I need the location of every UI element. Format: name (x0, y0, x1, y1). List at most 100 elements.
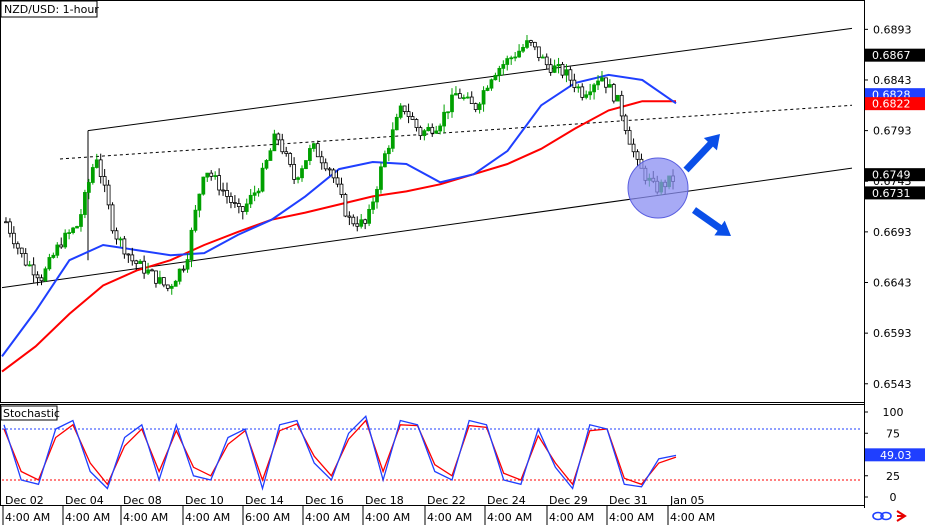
candle-body (197, 193, 202, 211)
time-date-label: Dec 10 (185, 494, 224, 507)
time-hour-label: 4:00 AM (609, 511, 654, 524)
candle-body (209, 172, 214, 177)
price-tick-label: 0.6793 (873, 125, 912, 138)
time-axis: Dec 02 4:00 AM Dec 04 4:00 AM Dec 08 4:00 AM D… (2, 494, 715, 525)
time-date-label: Jan 05 (669, 494, 704, 507)
candle-body (79, 214, 83, 227)
candle-body (343, 194, 348, 217)
candle-body (627, 130, 632, 145)
candle-body (533, 41, 537, 48)
time-hour-label: 4:00 AM (185, 511, 230, 524)
candle-body (529, 40, 533, 43)
price-tick-label: 0.6543 (873, 378, 912, 391)
candle-body (94, 159, 99, 168)
candle-body (600, 77, 604, 82)
price-flag-label: 0.6867 (872, 49, 911, 62)
link-icon[interactable] (872, 511, 892, 521)
highlight-circle (627, 157, 689, 219)
candle-body (8, 221, 12, 234)
candle-body (252, 192, 257, 196)
candle-body (86, 182, 91, 193)
candle-body (59, 244, 64, 248)
candle-body (434, 130, 439, 134)
time-date-label: Dec 04 (65, 494, 104, 507)
time-date-label: Dec 02 (5, 494, 44, 507)
stochastic-title: Stochastic (3, 407, 60, 420)
time-hour-label: 4:00 AM (5, 511, 50, 524)
candle-body (256, 190, 261, 194)
price-flag-label: 0.6822 (872, 98, 911, 111)
candle-body (221, 189, 225, 192)
time-date-label: Dec 16 (305, 494, 344, 507)
candle-body (623, 115, 628, 131)
candle-body (51, 254, 56, 258)
candle-body (469, 96, 474, 105)
candle-body (23, 253, 28, 266)
time-date-label: Dec 31 (609, 494, 648, 507)
candle-body (536, 46, 541, 58)
candle-body (280, 139, 285, 153)
candle-body (268, 150, 273, 161)
candle-body (355, 223, 360, 227)
candle-body (560, 63, 565, 76)
time-hour-label: 4:00 AM (305, 511, 350, 524)
time-hour-label: 4:00 AM (549, 511, 594, 524)
stochastic-axis: 100755025049.03 (864, 406, 925, 504)
candle-body (454, 93, 458, 96)
candle-body (501, 64, 506, 69)
candle-body (525, 40, 529, 48)
candle-body (288, 153, 293, 165)
candle-body (410, 116, 415, 120)
candle-body (485, 87, 490, 91)
candle-body (426, 126, 431, 132)
arrow-right-icon[interactable] (896, 510, 907, 522)
annotations (627, 134, 731, 236)
candle-body (229, 196, 233, 203)
candle-body (450, 94, 454, 113)
candle-body (572, 79, 577, 88)
price-flag (865, 186, 925, 200)
candle-body (323, 162, 328, 170)
candle-body (540, 56, 545, 59)
candle-body (98, 159, 103, 177)
candle-body (122, 238, 127, 255)
candle-body (383, 153, 387, 168)
ema-slow-line (1, 100, 676, 373)
time-hour-label: 4:00 AM (487, 511, 532, 524)
candle-body (615, 94, 620, 102)
time-hour-label: 4:00 AM (65, 511, 110, 524)
stochastic-tick-label: 100 (883, 406, 904, 419)
candle-body (272, 133, 277, 152)
candle-body (517, 50, 521, 58)
candle-body (608, 84, 612, 88)
candle-body (43, 268, 48, 282)
candle-body (177, 268, 182, 282)
candle-body (67, 232, 71, 234)
price-flag (865, 48, 925, 62)
candle-body (580, 86, 585, 98)
candle-body (363, 219, 368, 224)
candle-body (367, 208, 371, 224)
price-flag-label: 0.6731 (872, 187, 911, 200)
candle-body (244, 203, 249, 212)
candle-body (509, 57, 514, 60)
time-hour-label: 4:00 AM (670, 511, 715, 524)
candle-body (217, 175, 221, 191)
candle-body (481, 90, 486, 105)
stochastic-k-line (3, 415, 677, 491)
candle-body (631, 143, 636, 153)
candle-body (505, 58, 510, 65)
candle-body (552, 65, 557, 73)
stochastic-value-flag (865, 448, 925, 462)
candle-body (568, 69, 573, 81)
candle-body (477, 103, 482, 110)
candle-body (71, 227, 75, 233)
candle-body (292, 164, 296, 180)
candle-body (126, 253, 131, 256)
candle-body (584, 94, 589, 98)
candle-body (394, 116, 399, 131)
arrow-up-head (703, 134, 720, 151)
candle-body (331, 169, 336, 179)
stoch-plot-frame (0, 404, 865, 506)
candle-body (75, 226, 79, 229)
